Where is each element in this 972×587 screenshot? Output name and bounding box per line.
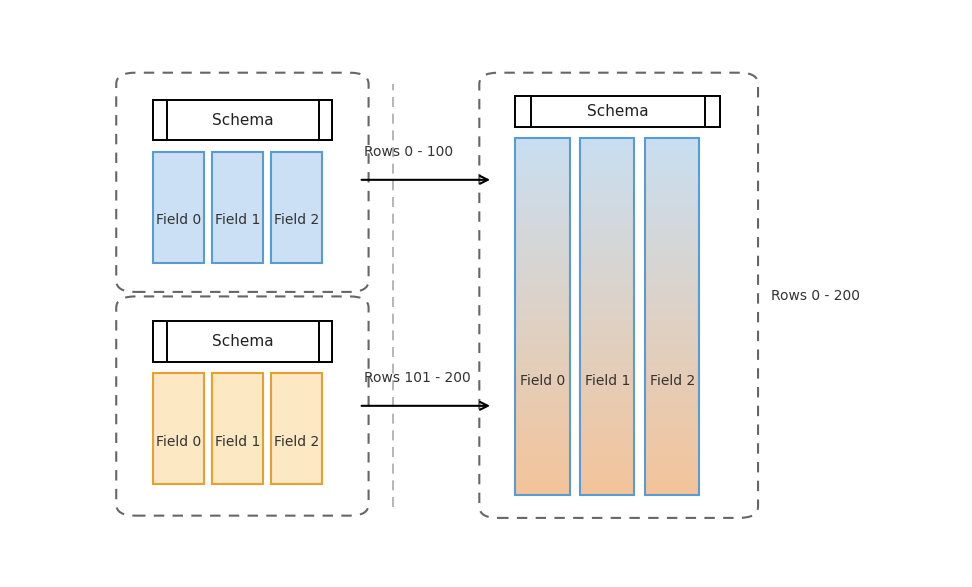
Text: Rows 0 - 200: Rows 0 - 200 <box>771 289 860 303</box>
Text: Rows 0 - 100: Rows 0 - 100 <box>364 144 453 158</box>
Bar <box>580 138 635 495</box>
Text: Schema: Schema <box>587 104 648 119</box>
Text: Field 2: Field 2 <box>649 374 695 388</box>
Bar <box>705 96 720 127</box>
Bar <box>645 138 699 495</box>
Bar <box>154 321 166 362</box>
Text: Field 2: Field 2 <box>274 435 319 449</box>
Text: Schema: Schema <box>212 113 273 127</box>
Bar <box>212 373 263 484</box>
Text: Schema: Schema <box>212 334 273 349</box>
Bar <box>154 100 166 140</box>
Bar <box>154 152 204 262</box>
Bar <box>319 321 332 362</box>
Text: Field 0: Field 0 <box>156 214 201 227</box>
Bar <box>154 321 332 362</box>
Text: Field 2: Field 2 <box>274 214 319 227</box>
Text: Rows 101 - 200: Rows 101 - 200 <box>364 370 470 384</box>
Bar <box>319 100 332 140</box>
Text: Field 1: Field 1 <box>215 214 260 227</box>
Bar <box>270 152 322 262</box>
Bar <box>515 138 570 495</box>
Text: Field 0: Field 0 <box>520 374 566 388</box>
Bar <box>515 96 531 127</box>
Bar <box>515 96 720 127</box>
Bar <box>154 373 204 484</box>
Bar <box>154 100 332 140</box>
Text: Field 0: Field 0 <box>156 435 201 449</box>
Bar <box>212 152 263 262</box>
Text: Field 1: Field 1 <box>585 374 630 388</box>
Bar <box>270 373 322 484</box>
Text: Field 1: Field 1 <box>215 435 260 449</box>
